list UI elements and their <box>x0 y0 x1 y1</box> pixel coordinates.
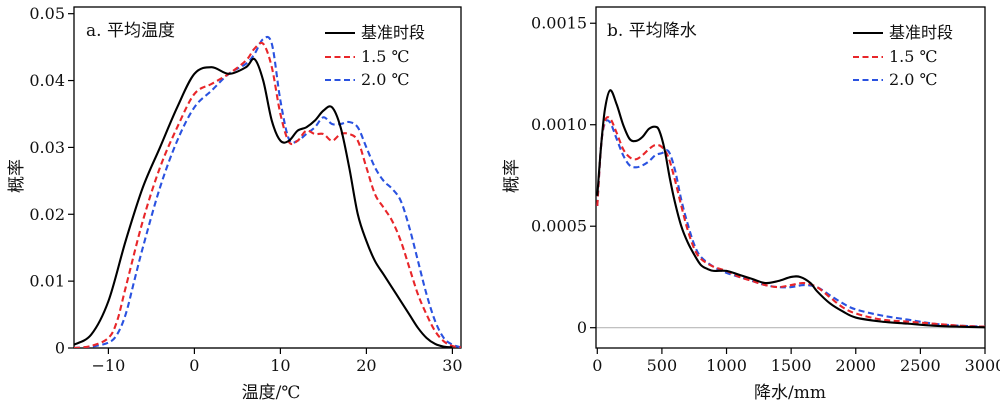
panel-b-y-tick-label: 0.0005 <box>531 217 587 236</box>
panel-b-legend-label-baseline: 基准时段 <box>889 23 953 42</box>
panel-a-x-tick-label: 20 <box>356 356 376 375</box>
panel-a-x-tick-label: 10 <box>270 356 290 375</box>
panel-b-y-tick-label: 0.0010 <box>531 115 587 134</box>
panel-b-x-tick-label: 500 <box>647 356 678 375</box>
panel-a-series-line-1-5c <box>74 41 461 348</box>
panel-a-x-tick-label: 0 <box>189 356 199 375</box>
panel-a-y-tick-label: 0.05 <box>29 4 65 23</box>
panel-b-y-tick-label: 0 <box>577 318 587 337</box>
panel-b-series-line-baseline <box>596 89 985 329</box>
panel-b-title: b. 平均降水 <box>607 21 697 41</box>
panel-b-y-tick-label: 0.0015 <box>531 14 587 33</box>
panel-a-y-tick-label: 0.01 <box>29 272 65 291</box>
panel-a-legend-label-2-0c: 2.0 ℃ <box>361 70 409 89</box>
panel-a-title: a. 平均温度 <box>86 21 175 41</box>
panel-a-series-line-baseline <box>74 57 453 348</box>
panel-a-y-tick-label: 0 <box>55 339 65 358</box>
panel-b-x-axis-label: 降水/mm <box>754 383 826 403</box>
panel-a-legend-label-1-5c: 1.5 ℃ <box>361 47 409 66</box>
panel-b-legend-label-1-5c: 1.5 ℃ <box>889 47 937 66</box>
panel-a-y-tick-label: 0.04 <box>29 71 65 90</box>
panel-b-x-tick-label: 1000 <box>706 356 747 375</box>
panel-a-y-axis-label: 概率 <box>7 159 27 193</box>
panel-b-x-tick-label: 2000 <box>835 356 876 375</box>
panel-b-series-line-1-5c <box>596 116 985 328</box>
panel-a-plot-frame <box>73 6 462 349</box>
panel-a-legend-label-baseline: 基准时段 <box>361 23 425 42</box>
panel-b-x-tick-label: 1500 <box>771 356 812 375</box>
panel-b-x-tick-label: 0 <box>592 356 602 375</box>
panel-b-legend-label-2-0c: 2.0 ℃ <box>889 70 937 89</box>
panel-b-x-tick-label: 2500 <box>900 356 941 375</box>
panel-a-y-tick-label: 0.03 <box>29 138 65 157</box>
panel-b-series-line-2-0c <box>596 119 985 328</box>
panel-a-series-line-2-0c <box>74 35 461 348</box>
panel-b-mean-precipitation: b. 平均降水 降水/mm 概率 基准时段 1.5 ℃ 2.0 ℃ 0 500 10… <box>502 6 1000 403</box>
panel-a-x-tick-label: 30 <box>442 356 462 375</box>
panel-b-y-axis-label: 概率 <box>502 159 522 193</box>
panel-b-plot-frame <box>595 6 986 349</box>
panel-a-x-axis-label: 温度/℃ <box>242 383 301 403</box>
panel-a-x-tick-label: −10 <box>92 356 126 375</box>
panel-a-mean-temperature: a. 平均温度 温度/℃ 概率 基准时段 1.5 ℃ 2.0 ℃ −10 0 10 2… <box>7 4 463 403</box>
panel-a-y-tick-label: 0.02 <box>29 205 65 224</box>
